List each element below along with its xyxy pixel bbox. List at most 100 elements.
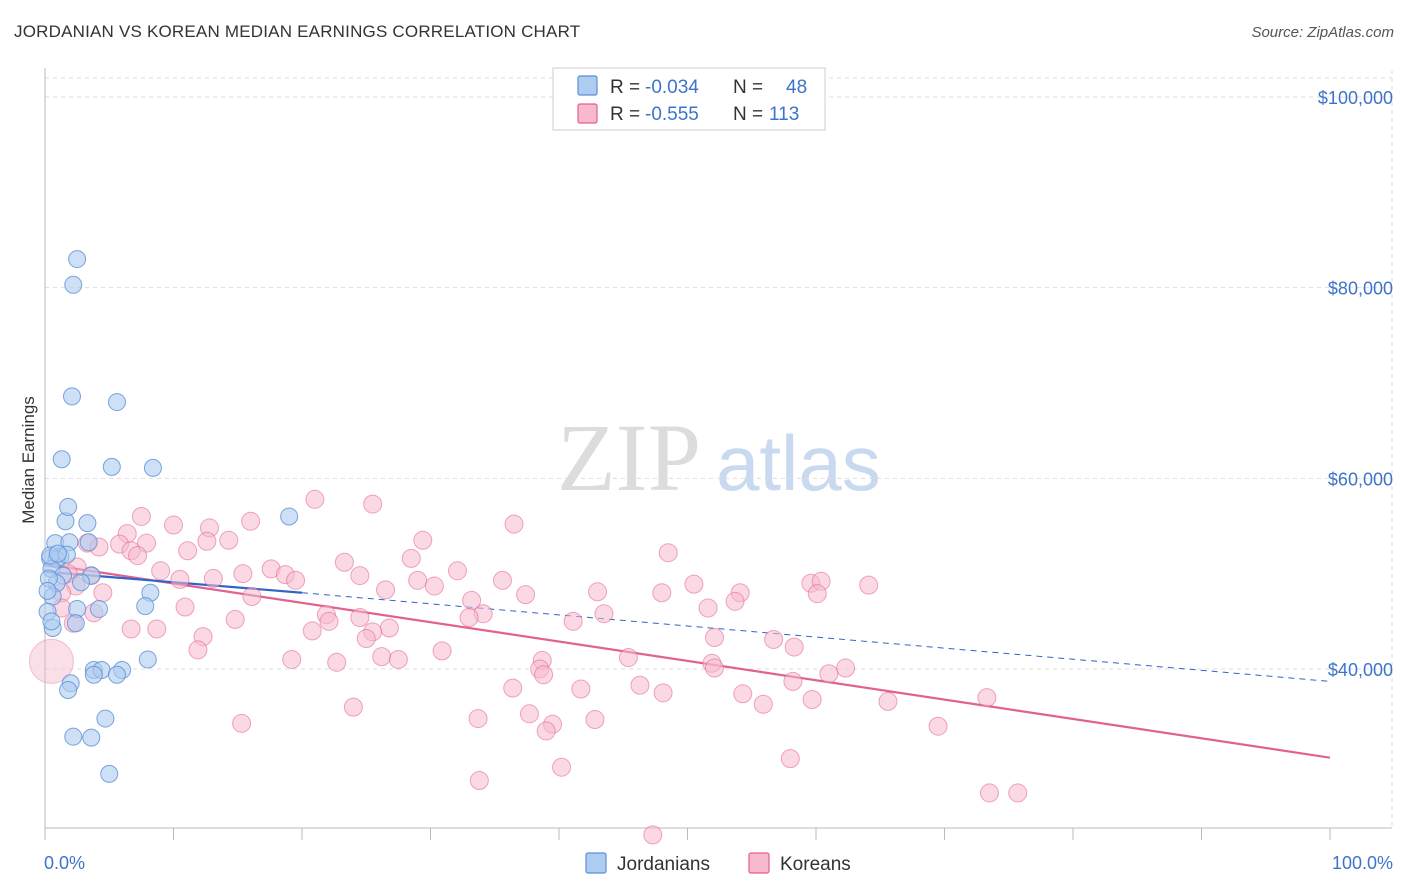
jordanian-point [59, 680, 78, 699]
korean-point [643, 825, 663, 845]
y-tick-label: $80,000 [1328, 279, 1393, 299]
jordanian-point [107, 665, 126, 684]
legend-r-value-1: -0.034 [645, 77, 699, 98]
korean-point [356, 628, 376, 648]
korean-point [350, 608, 370, 628]
jordanian-point [96, 709, 115, 728]
korean-point [128, 546, 148, 566]
korean-point [859, 575, 879, 595]
korean-point [492, 570, 512, 590]
series-label-jordanians: Jordanians [617, 854, 710, 875]
jordanian-point [62, 387, 81, 406]
korean-point [588, 582, 608, 602]
korean-point [536, 721, 556, 741]
korean-point [977, 688, 997, 708]
jordanian-point [143, 458, 162, 477]
korean-point [408, 570, 428, 590]
jordanian-trend-dashed [301, 592, 1331, 682]
x-tick-label-max: 100.0% [1332, 853, 1393, 873]
korean-point [372, 647, 392, 667]
legend-swatch-koreans [577, 103, 598, 124]
korean-point [928, 716, 948, 736]
korean-point [164, 515, 183, 535]
korean-point [1008, 783, 1028, 803]
watermark-zip: ZIP [557, 404, 701, 511]
jordanians-points [38, 250, 299, 783]
series-legend: Jordanians Koreans [585, 852, 851, 875]
korean-point [424, 576, 444, 596]
korean-point [413, 530, 433, 550]
korean-point [780, 749, 800, 769]
jordanian-point [78, 514, 97, 533]
korean-point [282, 649, 302, 669]
korean-point [534, 665, 554, 685]
legend-r-label-1: R = [610, 77, 640, 98]
legend-box [552, 67, 826, 131]
jordanian-point [52, 450, 71, 469]
jordanian-point [79, 533, 98, 552]
korean-point [225, 609, 245, 629]
series-label-koreans: Koreans [780, 854, 851, 875]
korean-point [379, 618, 399, 638]
korean-point [147, 619, 167, 639]
korean-point [334, 552, 354, 572]
korean-point [327, 652, 347, 672]
jordanian-point [71, 573, 90, 592]
korean-point [733, 684, 753, 704]
korean-point [571, 679, 591, 699]
korean-point [504, 514, 524, 534]
korean-point [468, 709, 488, 729]
jordanian-point [107, 393, 126, 412]
y-tick-label: $40,000 [1328, 660, 1393, 680]
korean-point [658, 543, 678, 563]
korean-point [698, 598, 718, 618]
jordanian-point [42, 612, 61, 631]
korean-point [704, 658, 724, 678]
legend-n-label-2: N = [733, 104, 763, 125]
korean-point [516, 585, 536, 605]
korean-point [188, 640, 208, 660]
korean-point [233, 564, 253, 584]
korean-point [784, 637, 804, 657]
korean-point [878, 691, 898, 711]
x-tick-label-min: 0.0% [44, 853, 85, 873]
korean-point [618, 648, 638, 668]
jordanian-point [48, 544, 67, 563]
korean-point [197, 531, 217, 551]
jordanian-point [64, 727, 83, 746]
korean-point [401, 548, 421, 568]
korean-point [802, 690, 822, 710]
korean-point [979, 783, 999, 803]
korean-point [807, 584, 827, 604]
korean-point [241, 511, 261, 531]
korean-point [585, 710, 605, 730]
jordanian-point [38, 581, 57, 600]
korean-point [459, 608, 479, 628]
korean-point [121, 619, 141, 639]
korean-point [219, 530, 239, 550]
korean-point [363, 494, 383, 514]
legend-r-value-2: -0.555 [645, 104, 699, 125]
jordanian-point [102, 457, 121, 476]
korean-point [319, 611, 339, 631]
korean-point [552, 757, 572, 777]
watermark-atlas: atlas [716, 419, 881, 507]
jordanian-point [89, 599, 108, 618]
korean-point [652, 583, 672, 603]
legend-swatch-jordanians [577, 75, 598, 96]
korean-point [350, 566, 370, 586]
korean-point [704, 628, 724, 648]
chart-title: JORDANIAN VS KOREAN MEDIAN EARNINGS CORR… [14, 22, 581, 41]
axes: $100,000 $80,000 $60,000 $40,000 [44, 68, 1393, 840]
correlation-legend: R = -0.034 N = 48 R = -0.555 N = 113 [552, 67, 826, 131]
korean-point [242, 587, 262, 607]
jordanian-point [84, 665, 103, 684]
korean-point [286, 570, 306, 590]
korean-point [594, 604, 614, 624]
korean-point [232, 713, 252, 733]
korean-point [503, 678, 523, 698]
korean-point [684, 574, 704, 594]
jordanian-point [68, 250, 87, 269]
korean-point [178, 541, 198, 561]
